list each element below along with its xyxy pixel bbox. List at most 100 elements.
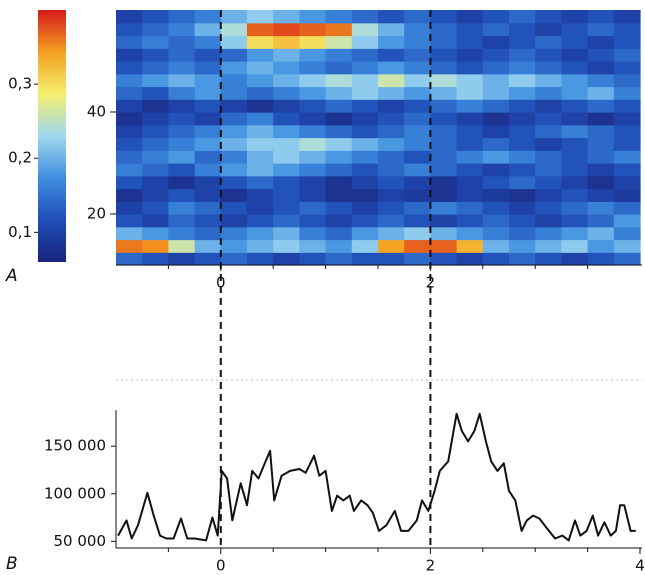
- heatmap-cell: [587, 124, 615, 139]
- heatmap-cell: [456, 163, 484, 177]
- heatmap-cell: [613, 61, 641, 75]
- heatmap-cell: [587, 48, 615, 62]
- heatmap-cell: [404, 226, 431, 241]
- heatmap-cell: [247, 22, 274, 37]
- heatmap-cell: [430, 137, 458, 151]
- heatmap-cell: [220, 150, 248, 164]
- heatmap-cell: [273, 22, 300, 37]
- heatmap-cell: [116, 22, 143, 37]
- heatmap-cell: [430, 226, 458, 241]
- heatmap-cell: [613, 201, 641, 215]
- heatmap-cell: [194, 201, 222, 215]
- heatmap-cell: [430, 252, 458, 266]
- heatmap-cell: [509, 48, 536, 62]
- heatmap-cell: [325, 99, 353, 113]
- heatmap-cell: [378, 61, 405, 75]
- heatmap-cell: [220, 48, 248, 62]
- heatmap-cell: [325, 112, 353, 126]
- heatmap-cell: [587, 112, 615, 126]
- heatmap-cell: [168, 73, 196, 88]
- heatmap-cell: [299, 48, 327, 62]
- heatmap-cell: [561, 175, 589, 190]
- heatmap-cell: [168, 35, 196, 49]
- heatmap-cell: [325, 188, 353, 202]
- heatmap-cell: [299, 124, 327, 139]
- heatmap-cell: [116, 163, 143, 177]
- heatmap-cell: [587, 175, 615, 190]
- heatmap-cell: [613, 10, 641, 24]
- y-tick-label: 150 000: [44, 437, 106, 455]
- colorbar-tick-label: 0,1: [8, 223, 32, 241]
- heatmap-cell: [142, 252, 169, 266]
- heatmap-cell: [247, 137, 274, 151]
- heatmap-cell: [482, 22, 510, 37]
- heatmap-cell: [509, 239, 536, 253]
- heatmap-cell: [142, 86, 169, 100]
- heatmap-cell: [247, 124, 274, 139]
- heatmap-cell: [168, 201, 196, 215]
- heatmap-cell: [168, 22, 196, 37]
- heatmap-cell: [509, 201, 536, 215]
- heatmap-cell: [535, 150, 562, 164]
- heatmap-cell: [142, 214, 169, 228]
- y-tick-label: 40: [87, 103, 106, 121]
- heatmap-cell: [404, 124, 431, 139]
- heatmap-cell: [404, 201, 431, 215]
- heatmap-cell: [378, 73, 405, 88]
- heatmap-cell: [613, 48, 641, 62]
- heatmap-cell: [325, 73, 353, 88]
- heatmap-cell: [116, 175, 143, 190]
- heatmap-cell: [535, 35, 562, 49]
- heatmap-cell: [613, 112, 641, 126]
- heatmap-cell: [142, 73, 169, 88]
- heatmap-cell: [351, 214, 379, 228]
- heatmap-cell: [168, 99, 196, 113]
- heatmap-cell: [273, 73, 300, 88]
- heatmap-cell: [299, 175, 327, 190]
- heatmap-cell: [587, 201, 615, 215]
- heatmap-cell: [351, 150, 379, 164]
- heatmap-cell: [587, 150, 615, 164]
- heatmap-cell: [194, 124, 222, 139]
- heatmap-cell: [168, 188, 196, 202]
- heatmap-cell: [142, 112, 169, 126]
- heatmap-cell: [220, 10, 248, 24]
- heatmap-cell: [142, 175, 169, 190]
- heatmap-cell: [247, 163, 274, 177]
- heatmap-cell: [220, 252, 248, 266]
- heatmap-cell: [194, 239, 222, 253]
- heatmap-cell: [325, 214, 353, 228]
- heatmap-cell: [220, 226, 248, 241]
- heatmap-cell: [535, 163, 562, 177]
- heatmap-cell: [587, 22, 615, 37]
- heatmap-cell: [430, 112, 458, 126]
- heatmap-cell: [430, 48, 458, 62]
- heatmap-cell: [220, 175, 248, 190]
- heatmap-cell: [535, 124, 562, 139]
- heatmap-cell: [247, 150, 274, 164]
- heatmap-cell: [247, 86, 274, 100]
- heatmap-cell: [116, 86, 143, 100]
- heatmap-cell: [456, 10, 484, 24]
- heatmap-cell: [509, 99, 536, 113]
- panel-label: A: [5, 266, 18, 286]
- heatmap-cell: [220, 35, 248, 49]
- heatmap-cell: [535, 10, 562, 24]
- heatmap-cell: [116, 239, 143, 253]
- heatmap-cell: [535, 226, 562, 241]
- heatmap-cell: [509, 10, 536, 24]
- heatmap-cell: [535, 201, 562, 215]
- heatmap-cell: [116, 124, 143, 139]
- heatmap-cell: [116, 61, 143, 75]
- heatmap-cell: [509, 163, 536, 177]
- heatmap-cell: [325, 175, 353, 190]
- heatmap-cell: [509, 35, 536, 49]
- y-tick-label: 50 000: [54, 532, 107, 550]
- heatmap-cell: [378, 252, 405, 266]
- heatmap-cell: [430, 35, 458, 49]
- heatmap-cell: [325, 35, 353, 49]
- heatmap-cell: [168, 61, 196, 75]
- heatmap-cell: [587, 163, 615, 177]
- heatmap-cell: [351, 226, 379, 241]
- heatmap-cell: [430, 61, 458, 75]
